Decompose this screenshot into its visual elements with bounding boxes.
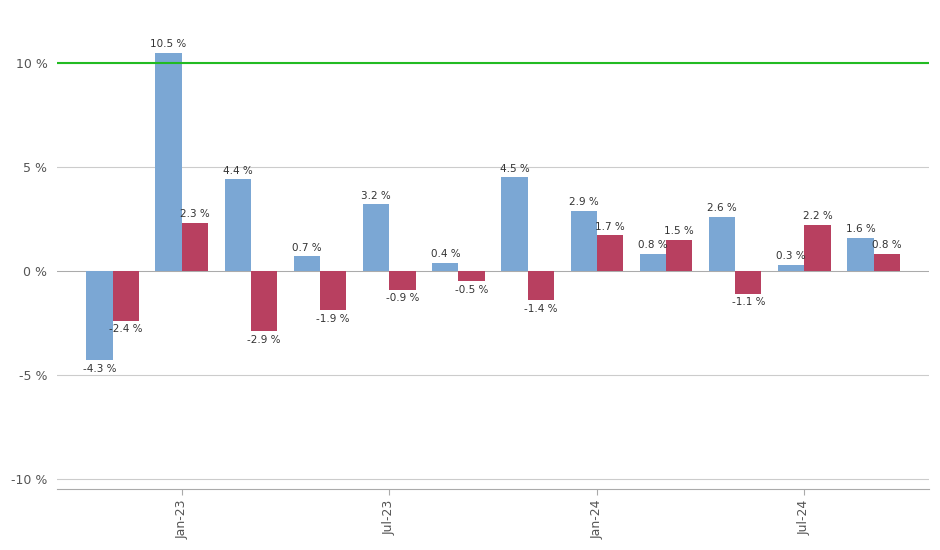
- Text: 0.7 %: 0.7 %: [292, 243, 321, 252]
- Bar: [155, 53, 181, 271]
- Bar: [294, 256, 321, 271]
- Text: -2.9 %: -2.9 %: [247, 335, 281, 345]
- Text: -4.3 %: -4.3 %: [83, 364, 117, 374]
- Text: 2.6 %: 2.6 %: [707, 203, 737, 213]
- Text: 1.7 %: 1.7 %: [595, 222, 625, 232]
- Text: 3.2 %: 3.2 %: [361, 191, 391, 201]
- Bar: [251, 271, 277, 331]
- Text: 1.5 %: 1.5 %: [665, 226, 694, 236]
- Text: -2.4 %: -2.4 %: [109, 324, 143, 334]
- Bar: [389, 271, 415, 289]
- Text: 0.4 %: 0.4 %: [431, 249, 460, 258]
- Text: -0.9 %: -0.9 %: [385, 293, 419, 303]
- Bar: [113, 271, 139, 321]
- Text: 0.8 %: 0.8 %: [638, 240, 667, 250]
- Text: 10.5 %: 10.5 %: [150, 39, 187, 49]
- Text: 0.8 %: 0.8 %: [872, 240, 901, 250]
- Bar: [847, 238, 873, 271]
- Bar: [86, 271, 113, 360]
- Bar: [459, 271, 485, 281]
- Bar: [873, 254, 900, 271]
- Bar: [640, 254, 666, 271]
- Text: 2.3 %: 2.3 %: [180, 210, 210, 219]
- Text: 0.3 %: 0.3 %: [776, 251, 806, 261]
- Text: 2.2 %: 2.2 %: [803, 211, 833, 221]
- Bar: [321, 271, 346, 310]
- Bar: [666, 240, 692, 271]
- Bar: [805, 225, 831, 271]
- Bar: [735, 271, 761, 294]
- Bar: [363, 205, 389, 271]
- Bar: [709, 217, 735, 271]
- Bar: [571, 211, 597, 271]
- Bar: [432, 262, 459, 271]
- Text: 1.6 %: 1.6 %: [845, 224, 875, 234]
- Bar: [778, 265, 805, 271]
- Bar: [597, 235, 623, 271]
- Text: -0.5 %: -0.5 %: [455, 285, 488, 295]
- Text: -1.4 %: -1.4 %: [524, 304, 557, 313]
- Text: 2.9 %: 2.9 %: [569, 197, 599, 207]
- Text: -1.9 %: -1.9 %: [317, 314, 350, 324]
- Text: -1.1 %: -1.1 %: [731, 298, 765, 307]
- Bar: [527, 271, 554, 300]
- Bar: [225, 179, 251, 271]
- Text: 4.5 %: 4.5 %: [500, 163, 529, 174]
- Bar: [501, 177, 527, 271]
- Text: 4.4 %: 4.4 %: [223, 166, 253, 175]
- Bar: [181, 223, 208, 271]
